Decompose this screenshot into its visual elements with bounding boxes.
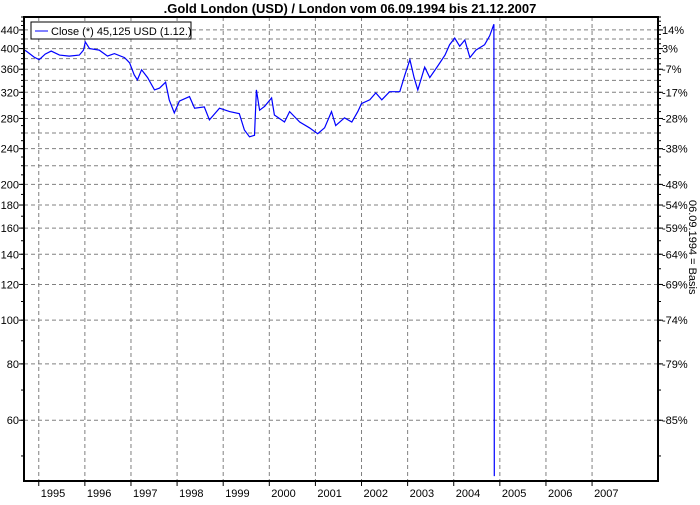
y2-tick-label: -64%: [662, 249, 688, 261]
x-tick-label: 1995: [41, 488, 65, 500]
x-tick-label: 2005: [502, 488, 526, 500]
y2-tick-label: -69%: [662, 279, 688, 291]
y2-tick-label: -38%: [662, 144, 688, 156]
y2-tick-label: -74%: [662, 315, 688, 327]
axes: 1995 1996 1997 1998 1999 2000 2001 2002 2003 2004…: [1, 16, 688, 500]
y2-tick-label: -79%: [662, 359, 688, 371]
y-tick-label: 400: [1, 44, 19, 56]
series-line-close: [23, 23, 495, 477]
x-tick-label: 1996: [87, 488, 111, 500]
y-tick-label: 80: [7, 359, 19, 371]
y-tick-label: 320: [1, 87, 19, 99]
legend: Close (*) 45,125 USD (1.12.): [30, 21, 192, 40]
x-tick-label: 2002: [364, 488, 388, 500]
x-tick-label: 1997: [133, 488, 157, 500]
x-tick-label: 2006: [548, 488, 572, 500]
y2-tick-label: -54%: [662, 200, 688, 212]
grid: [24, 17, 658, 481]
y-tick-label: 120: [1, 279, 19, 291]
y2-tick-label: 3%: [662, 44, 678, 56]
y2-tick-label: -28%: [662, 113, 688, 125]
y-tick-label: 240: [1, 144, 19, 156]
x-tick-label: 2001: [317, 488, 341, 500]
y2-tick-label: 14%: [662, 25, 684, 37]
x-tick-label: 2000: [271, 488, 295, 500]
y2-tick-label: -48%: [662, 179, 688, 191]
y-tick-label: 160: [1, 223, 19, 235]
series-layer: [23, 23, 495, 477]
y-tick-label: 440: [1, 25, 19, 37]
plot-frame: [23, 16, 659, 482]
legend-box: [30, 21, 192, 40]
y-tick-label: 100: [1, 315, 19, 327]
y-tick-label: 200: [1, 179, 19, 191]
y2-axis-label: 06.09.1994 = Basis: [686, 200, 698, 295]
y2-tick-label: -7%: [662, 64, 682, 76]
y2-tick-label: -17%: [662, 87, 688, 99]
y-tick-label: 60: [7, 415, 19, 427]
x-tick-label: 2004: [456, 488, 480, 500]
y-tick-label: 360: [1, 64, 19, 76]
y-tick-label: 140: [1, 249, 19, 261]
legend-label: Close (*) 45,125 USD (1.12.): [51, 26, 192, 38]
y-tick-label: 180: [1, 200, 19, 212]
x-tick-label: 1999: [225, 488, 249, 500]
x-tick-label: 2003: [410, 488, 434, 500]
y-tick-label: 280: [1, 113, 19, 125]
y2-tick-label: -85%: [662, 415, 688, 427]
chart-title: .Gold London (USD) / London vom 06.09.19…: [164, 1, 537, 16]
x-tick-label: 2007: [594, 488, 618, 500]
x-tick-label: 1998: [179, 488, 203, 500]
y2-tick-label: -59%: [662, 223, 688, 235]
